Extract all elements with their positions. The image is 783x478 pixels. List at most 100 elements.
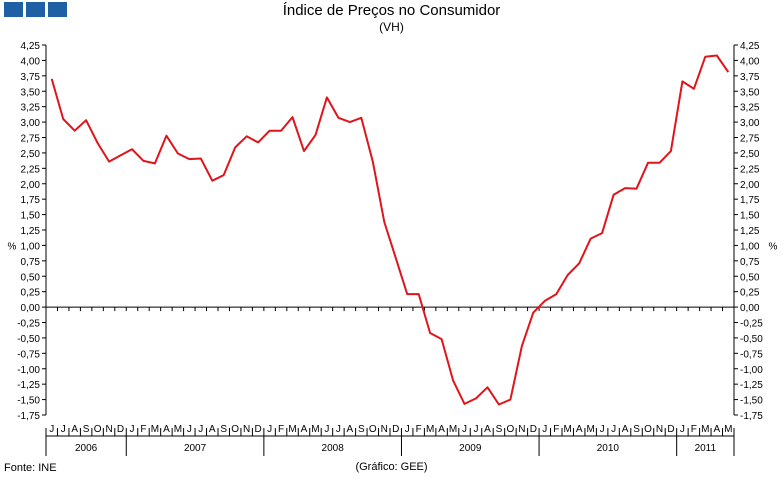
y-tick-label-left: -1,25	[17, 380, 40, 391]
month-label: J	[61, 424, 66, 435]
month-label: A	[576, 424, 583, 435]
month-label: N	[656, 424, 663, 435]
month-label: M	[701, 424, 709, 435]
month-label: A	[484, 424, 491, 435]
month-label: F	[553, 424, 559, 435]
month-label: N	[381, 424, 388, 435]
year-label: 2006	[75, 443, 98, 454]
month-label: D	[255, 424, 262, 435]
month-label: J	[405, 424, 410, 435]
month-label: D	[392, 424, 399, 435]
y-tick-label-left: 1,25	[21, 226, 41, 237]
y-tick-label-left: 4,00	[21, 56, 41, 67]
chart-subtitle: (VH)	[379, 20, 404, 34]
y-tick-label-left: -0,75	[17, 349, 40, 360]
y-axis-label-right: %	[769, 241, 778, 252]
month-label: S	[358, 424, 365, 435]
month-label: J	[542, 424, 547, 435]
month-label: J	[267, 424, 272, 435]
month-label: O	[369, 424, 377, 435]
month-label: F	[416, 424, 422, 435]
month-label: N	[105, 424, 112, 435]
y-tick-label-left: -1,50	[17, 396, 40, 407]
y-tick-label-right: -1,00	[740, 365, 763, 376]
month-label: J	[130, 424, 135, 435]
y-tick-label-left: -1,75	[17, 411, 40, 422]
month-label: D	[667, 424, 674, 435]
y-tick-label-left: 0,50	[21, 272, 41, 283]
y-tick-label-left: 3,50	[21, 87, 41, 98]
y-tick-label-left: 1,75	[21, 195, 41, 206]
y-tick-label-left: 2,00	[21, 180, 41, 191]
month-label: M	[586, 424, 594, 435]
month-label: A	[713, 424, 720, 435]
month-label: S	[633, 424, 640, 435]
year-label: 2008	[322, 443, 345, 454]
y-tick-label-right: -1,50	[740, 396, 763, 407]
month-label: F	[140, 424, 146, 435]
y-tick-label-right: 2,00	[740, 180, 760, 191]
month-label: M	[449, 424, 457, 435]
y-tick-label-right: -0,25	[740, 319, 763, 330]
year-label: 2007	[184, 443, 207, 454]
month-label: F	[278, 424, 284, 435]
month-label: O	[507, 424, 515, 435]
y-tick-label-right: 1,25	[740, 226, 760, 237]
y-tick-label-right: 0,75	[740, 257, 760, 268]
y-tick-label-left: 2,25	[21, 164, 41, 175]
y-tick-label-right: 1,50	[740, 211, 760, 222]
y-tick-label-left: 3,25	[21, 103, 41, 114]
month-label: O	[94, 424, 102, 435]
month-label: J	[336, 424, 341, 435]
month-label: J	[600, 424, 605, 435]
y-tick-label-right: 2,75	[740, 134, 760, 145]
month-label: M	[174, 424, 182, 435]
y-tick-label-right: 1,75	[740, 195, 760, 206]
month-label: M	[288, 424, 296, 435]
logo-square	[48, 2, 67, 17]
logo-square	[4, 2, 23, 17]
source-note: Fonte: INE	[4, 462, 57, 474]
y-tick-label-right: 2,50	[740, 149, 760, 160]
y-tick-label-left: 0,75	[21, 257, 41, 268]
y-tick-label-right: 3,50	[740, 87, 760, 98]
month-label: S	[220, 424, 227, 435]
y-tick-label-left: -1,00	[17, 365, 40, 376]
month-label: A	[163, 424, 170, 435]
month-label: M	[724, 424, 732, 435]
y-tick-label-left: 2,75	[21, 134, 41, 145]
y-axis-label-left: %	[8, 241, 17, 252]
month-label: M	[564, 424, 572, 435]
y-tick-label-right: 1,00	[740, 241, 760, 252]
y-tick-label-right: 3,25	[740, 103, 760, 114]
month-label: A	[301, 424, 308, 435]
y-tick-label-right: -1,25	[740, 380, 763, 391]
month-label: J	[474, 424, 479, 435]
chart-credit: (Gráfico: GEE)	[355, 461, 428, 473]
y-tick-label-left: -0,50	[17, 334, 40, 345]
month-label: J	[680, 424, 685, 435]
month-label: J	[187, 424, 192, 435]
year-label: 2010	[597, 443, 620, 454]
month-label: J	[324, 424, 329, 435]
y-tick-label-right: 2,25	[740, 164, 760, 175]
month-label: J	[462, 424, 467, 435]
month-label: O	[644, 424, 652, 435]
y-tick-label-right: 0,00	[740, 303, 760, 314]
month-label: N	[243, 424, 250, 435]
month-label: A	[71, 424, 78, 435]
y-tick-label-left: 1,50	[21, 211, 41, 222]
y-tick-label-left: 4,25	[21, 41, 41, 52]
y-tick-label-right: 0,50	[740, 272, 760, 283]
series-line	[50, 54, 730, 406]
month-label: M	[151, 424, 159, 435]
y-tick-label-left: 0,25	[21, 288, 41, 299]
chart-title: Índice de Preços no Consumidor	[282, 2, 501, 19]
y-tick-label-left: 3,75	[21, 72, 41, 83]
logo	[4, 2, 67, 17]
y-tick-label-left: 3,00	[21, 118, 41, 129]
y-tick-label-right: -0,50	[740, 334, 763, 345]
month-label: M	[426, 424, 434, 435]
month-label: A	[209, 424, 216, 435]
month-label: D	[530, 424, 537, 435]
